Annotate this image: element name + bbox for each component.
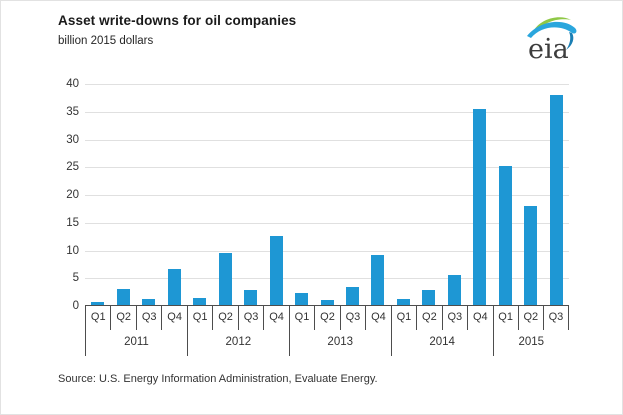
bar-2015-Q2 <box>524 206 538 305</box>
x-axis-quarter-label: Q4 <box>269 311 284 323</box>
bar-2013-Q3 <box>345 287 359 305</box>
x-axis-quarter-label: Q3 <box>544 306 569 330</box>
bar-2013-Q2 <box>320 299 334 305</box>
eia-logo-text: eia <box>528 34 569 65</box>
y-axis-tick-label: 35 <box>66 105 79 118</box>
x-axis-quarter-label: Q2 <box>519 306 544 330</box>
bar-2015-Q3 <box>549 94 563 305</box>
x-axis-year-group-2011: Q1 Q2 Q3 Q4 2011 <box>85 306 187 356</box>
bar-2012-Q1 <box>193 298 207 305</box>
y-axis-tick-label: 0 <box>72 300 79 312</box>
y-axis-tick-label: 20 <box>66 189 79 201</box>
bar-2014-Q3 <box>447 275 461 305</box>
x-axis-quarter-row: Q1 Q2 Q3 Q4 <box>392 306 493 330</box>
bar-2012-Q4 <box>269 236 283 305</box>
gridline <box>85 167 569 169</box>
eia-logo-icon: eia <box>527 17 577 65</box>
gridline <box>85 222 569 224</box>
x-axis-year-group-2014: Q1 Q2 Q3 Q4 2014 <box>390 306 493 356</box>
y-axis-tick-label: 10 <box>66 244 79 257</box>
chart-title: Asset write-downs for oil companies <box>58 13 297 28</box>
source-note: Source: U.S. Energy Information Administ… <box>58 373 378 385</box>
y-axis-tick-label: 5 <box>72 272 79 285</box>
eia-logo-blue-swoosh <box>527 21 577 38</box>
x-axis-quarter-label: Q1 <box>290 306 316 330</box>
x-axis-year-label: 2011 <box>124 336 149 348</box>
bar-2011-Q4 <box>167 268 181 305</box>
x-axis-line <box>85 305 569 306</box>
x-axis-quarter-label: Q2 <box>417 306 443 330</box>
plot-area <box>85 84 569 306</box>
x-axis-quarter-label: Q1 <box>86 306 112 330</box>
x-axis-quarter-label: Q3 <box>137 306 163 330</box>
x-axis-year-group-2013: Q1 Q2 Q3 Q4 2013 <box>288 306 391 356</box>
x-axis-year-group-2012: Q1 Q2 Q3 Q4 2012 <box>186 306 289 356</box>
gridline <box>85 195 569 196</box>
x-axis-quarter-row: Q1 Q2 Q3 <box>494 306 569 330</box>
x-axis-quarter-label: Q3 <box>341 306 367 330</box>
bar-2011-Q3 <box>142 299 156 305</box>
chart-subtitle: billion 2015 dollars <box>58 35 154 47</box>
bar-2012-Q3 <box>244 290 258 305</box>
eia-logo-blue-tail <box>566 32 574 50</box>
bar-2011-Q2 <box>116 288 130 305</box>
x-axis-quarter-label: Q1 <box>392 306 418 330</box>
x-axis-year-label: 2015 <box>518 336 545 348</box>
x-axis-quarter-row: Q1 Q2 Q3 Q4 <box>290 306 391 330</box>
y-axis-tick-label: 30 <box>66 133 79 146</box>
x-axis-quarter-label: Q2 <box>111 306 137 330</box>
gridline <box>85 84 569 85</box>
gridline <box>85 139 569 141</box>
bar-2012-Q2 <box>218 253 232 305</box>
y-axis: 0 5 10 15 20 25 30 35 40 <box>1 78 79 312</box>
x-axis-year-label: 2012 <box>225 336 252 348</box>
x-axis-quarter-label: Q1 <box>188 306 214 330</box>
x-axis-quarter-label: Q2 <box>315 306 341 330</box>
bar-2015-Q1 <box>498 166 512 305</box>
bar-2014-Q2 <box>422 289 436 305</box>
gridline <box>85 250 569 252</box>
x-axis-year-label: 2013 <box>327 336 354 348</box>
x-axis-quarter-row: Q1 Q2 Q3 Q4 <box>188 306 289 330</box>
gridline <box>85 278 569 280</box>
gridline <box>85 111 569 113</box>
x-axis-quarter-label: Q4 <box>371 311 386 323</box>
y-axis-tick-label: 40 <box>66 78 79 90</box>
eia-logo: eia <box>514 9 586 71</box>
bar-2013-Q1 <box>295 292 309 305</box>
x-axis-quarter-label: Q2 <box>213 306 239 330</box>
bar-2013-Q4 <box>371 254 385 305</box>
x-axis-quarter-label: Q3 <box>239 306 265 330</box>
y-axis-tick-label: 25 <box>66 161 79 174</box>
x-axis: Q1 Q2 Q3 Q4 2011 Q1 Q2 Q3 Q4 2012 Q1 Q2 Q3 Q4 2013 Q1 Q2… <box>85 306 569 358</box>
x-axis-year-label: 2014 <box>429 336 455 348</box>
x-axis-year-group-2015: Q1 Q2 Q3 2015 <box>492 306 569 356</box>
x-axis-quarter-row: Q1 Q2 Q3 Q4 <box>86 306 187 330</box>
x-axis-quarter-label: Q3 <box>443 306 469 330</box>
x-axis-quarter-label: Q4 <box>472 311 488 323</box>
x-axis-quarter-label: Q1 <box>494 306 519 330</box>
bar-2014-Q1 <box>396 299 410 305</box>
bar-2014-Q4 <box>473 108 487 305</box>
y-axis-tick-label: 15 <box>66 216 79 229</box>
x-axis-quarter-label: Q4 <box>167 311 182 323</box>
bar-2011-Q1 <box>91 301 105 305</box>
